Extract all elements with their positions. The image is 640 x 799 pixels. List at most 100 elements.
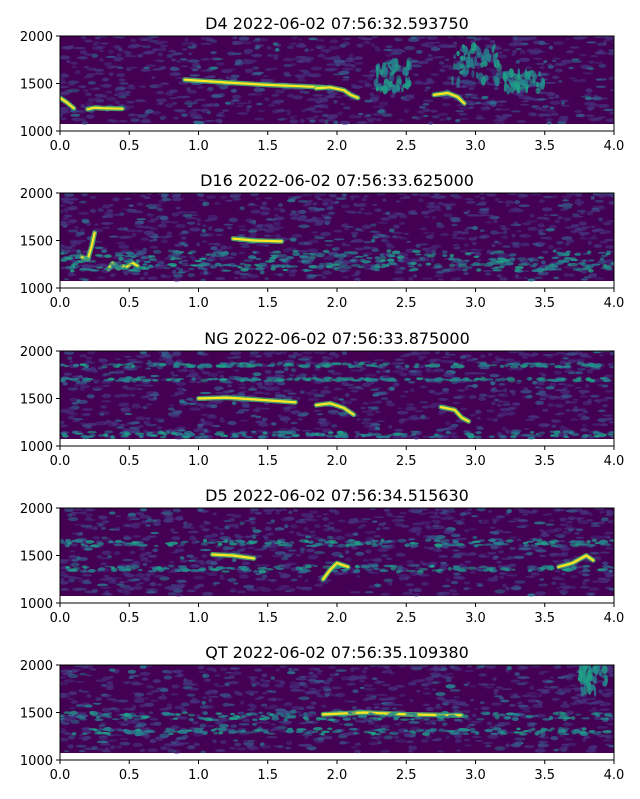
spectral-band [123,718,128,721]
spectral-band [310,264,318,269]
spectral-band [379,376,384,381]
spectral-blob [476,51,482,58]
spectral-band [512,713,519,716]
spectral-band [457,262,468,266]
spectral-band [379,259,387,262]
spectral-band [484,543,494,546]
spectral-band [511,717,519,721]
spectral-band [347,362,352,365]
spectral-blob [589,684,593,691]
x-tick-label: 4.0 [604,139,625,154]
spectral-band [578,540,585,544]
spectral-band [356,378,363,382]
spectral-band [548,715,554,720]
spectral-band [106,728,115,733]
spectral-band [433,265,444,268]
spectral-band [608,566,614,569]
spectral-band [575,713,582,716]
spectral-band [107,377,115,381]
spectral-band [149,255,156,258]
y-tick-label: 1500 [20,393,53,408]
spectral-band [64,544,71,548]
spectral-band [219,378,227,382]
spectral-blob [525,83,528,94]
spectral-band [539,431,545,435]
spectral-band [213,731,219,735]
spectral-band [559,729,569,733]
spectral-band [215,431,225,434]
spectrogram-panel: D5 2022-06-02 07:56:34.515630 0.0 0.5 1.0 1.… [20,486,624,626]
spectral-band [504,364,510,368]
spectral-band [591,538,598,542]
spectral-band [426,254,435,258]
x-tick-label: 0.0 [50,139,71,154]
spectral-blob [453,54,457,60]
spectral-band [554,434,560,438]
spectral-band [592,731,602,736]
spectral-band [442,254,448,257]
spectral-band [611,261,614,266]
spectral-band [440,378,449,381]
spectral-band [450,715,458,718]
spectral-band [362,378,373,382]
spectral-band [475,431,482,435]
spectral-band [282,435,292,439]
spectral-band [459,727,468,731]
spectral-band [416,569,424,573]
spectral-band [251,430,257,433]
spectral-band [70,269,75,273]
x-tick-label: 2.0 [327,768,348,783]
spectral-band [540,540,548,545]
spectral-band [79,435,89,438]
x-tick-label: 1.0 [188,611,209,626]
x-tick-label: 2.5 [396,768,417,783]
spectral-blob [519,78,522,85]
spectral-band [268,540,277,543]
spectral-band [501,732,508,735]
spectral-band [87,259,97,263]
spectral-band [336,430,344,435]
spectral-band [69,710,78,715]
spectral-band [425,262,432,266]
spectral-blob [505,85,508,91]
spectral-band [296,728,306,731]
spectral-band [95,715,101,719]
spectral-band [412,249,421,254]
spectral-band [275,430,284,434]
spectral-band [479,377,488,382]
spectral-band [75,255,81,259]
spectral-band [65,265,74,270]
spectral-band [80,543,85,546]
spectral-band [241,566,248,570]
spectral-band [201,267,208,271]
spectral-band [371,542,377,545]
spectral-band [211,728,217,732]
spectral-band [243,263,252,267]
spectral-band [593,434,600,438]
spectral-blob [471,69,475,78]
spectral-band [553,430,561,434]
spectral-band [429,362,436,367]
spectral-blob [402,83,407,89]
spectral-band [126,568,132,572]
spectral-band [342,569,348,573]
spectral-band [198,432,206,436]
spectral-band [303,256,311,259]
spectral-band [602,264,608,268]
spectral-band [88,569,96,573]
x-tick-label: 4.0 [604,296,625,311]
spectral-band [277,435,283,438]
spectral-blob [384,68,387,73]
spectral-band [187,268,195,271]
spectral-band [371,362,377,367]
spectral-band [218,731,224,735]
spectral-band [308,255,317,260]
spectral-band [312,727,323,731]
spectral-band [184,432,189,436]
spectral-band [538,379,548,382]
spectral-band [291,433,300,437]
spectral-band [464,259,470,263]
spectral-blob [378,68,384,76]
spectral-band [271,434,277,437]
spectral-band [595,365,601,369]
